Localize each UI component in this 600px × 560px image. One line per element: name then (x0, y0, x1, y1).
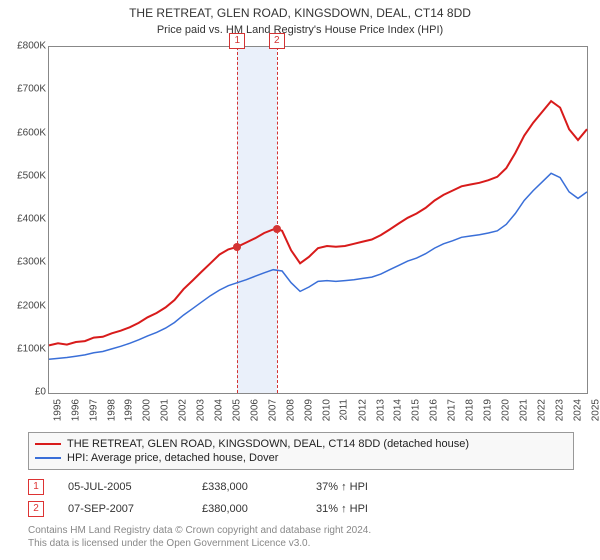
legend-label-hpi: HPI: Average price, detached house, Dove… (67, 452, 278, 464)
event-price-1: £338,000 (202, 481, 292, 493)
ytick-label: £400K (17, 214, 46, 225)
ytick-label: £800K (17, 41, 46, 52)
ytick-label: £500K (17, 170, 46, 181)
footer-line-1: Contains HM Land Registry data © Crown c… (28, 525, 371, 536)
ytick-label: £200K (17, 300, 46, 311)
ytick-label: £100K (17, 343, 46, 354)
ytick-label: £600K (17, 127, 46, 138)
xtick-label: 1996 (70, 399, 81, 421)
xtick-label: 1999 (124, 399, 135, 421)
title-text: THE RETREAT, GLEN ROAD, KINGSDOWN, DEAL,… (129, 6, 471, 20)
event-pct-2: 31% ↑ HPI (316, 503, 436, 515)
chart-plot-area: 1 2 (48, 46, 588, 394)
footer: Contains HM Land Registry data © Crown c… (28, 524, 574, 550)
xtick-label: 2013 (375, 399, 386, 421)
xtick-label: 2006 (249, 399, 260, 421)
legend-swatch-hpi (35, 457, 61, 459)
ytick-label: £0 (35, 387, 46, 398)
xtick-label: 2025 (590, 399, 600, 421)
chart-lines (49, 47, 587, 393)
xtick-label: 2014 (393, 399, 404, 421)
xtick-label: 2005 (231, 399, 242, 421)
ytick-label: £700K (17, 84, 46, 95)
legend-label-property: THE RETREAT, GLEN ROAD, KINGSDOWN, DEAL,… (67, 438, 469, 450)
event-marker-2: 2 (28, 501, 44, 517)
subtitle-text: Price paid vs. HM Land Registry's House … (157, 24, 443, 36)
xtick-label: 1997 (88, 399, 99, 421)
legend-row-property: THE RETREAT, GLEN ROAD, KINGSDOWN, DEAL,… (35, 437, 567, 451)
xtick-label: 1995 (52, 399, 63, 421)
xtick-label: 2002 (178, 399, 189, 421)
event-pct-1: 37% ↑ HPI (316, 481, 436, 493)
xtick-label: 2018 (464, 399, 475, 421)
xtick-label: 2000 (142, 399, 153, 421)
event-dot-1 (233, 243, 241, 251)
legend-row-hpi: HPI: Average price, detached house, Dove… (35, 451, 567, 465)
xtick-label: 2008 (285, 399, 296, 421)
footer-line-2: This data is licensed under the Open Gov… (28, 538, 310, 549)
xtick-label: 2023 (554, 399, 565, 421)
xtick-label: 2011 (339, 399, 350, 421)
event-date-1: 05-JUL-2005 (68, 481, 178, 493)
xtick-label: 1998 (106, 399, 117, 421)
xtick-label: 2019 (482, 399, 493, 421)
xtick-label: 2009 (303, 399, 314, 421)
xtick-label: 2024 (572, 399, 583, 421)
xtick-label: 2001 (160, 399, 171, 421)
event-price-2: £380,000 (202, 503, 292, 515)
legend: THE RETREAT, GLEN ROAD, KINGSDOWN, DEAL,… (28, 432, 574, 470)
xtick-label: 2020 (500, 399, 511, 421)
event-row-2: 2 07-SEP-2007 £380,000 31% ↑ HPI (28, 498, 574, 520)
legend-swatch-property (35, 443, 61, 445)
event-date-2: 07-SEP-2007 (68, 503, 178, 515)
xtick-label: 2015 (411, 399, 422, 421)
ytick-label: £300K (17, 257, 46, 268)
chart-title: THE RETREAT, GLEN ROAD, KINGSDOWN, DEAL,… (0, 0, 600, 37)
series-line-1 (49, 173, 587, 359)
xtick-label: 2016 (429, 399, 440, 421)
xtick-label: 2004 (213, 399, 224, 421)
xtick-label: 2022 (536, 399, 547, 421)
xtick-label: 2010 (321, 399, 332, 421)
event-dot-2 (273, 225, 281, 233)
xtick-label: 2012 (357, 399, 368, 421)
xtick-label: 2021 (518, 399, 529, 421)
xtick-label: 2007 (267, 399, 278, 421)
events-table: 1 05-JUL-2005 £338,000 37% ↑ HPI 2 07-SE… (28, 476, 574, 520)
xtick-label: 2003 (195, 399, 206, 421)
event-row-1: 1 05-JUL-2005 £338,000 37% ↑ HPI (28, 476, 574, 498)
xtick-label: 2017 (447, 399, 458, 421)
event-marker-1: 1 (28, 479, 44, 495)
